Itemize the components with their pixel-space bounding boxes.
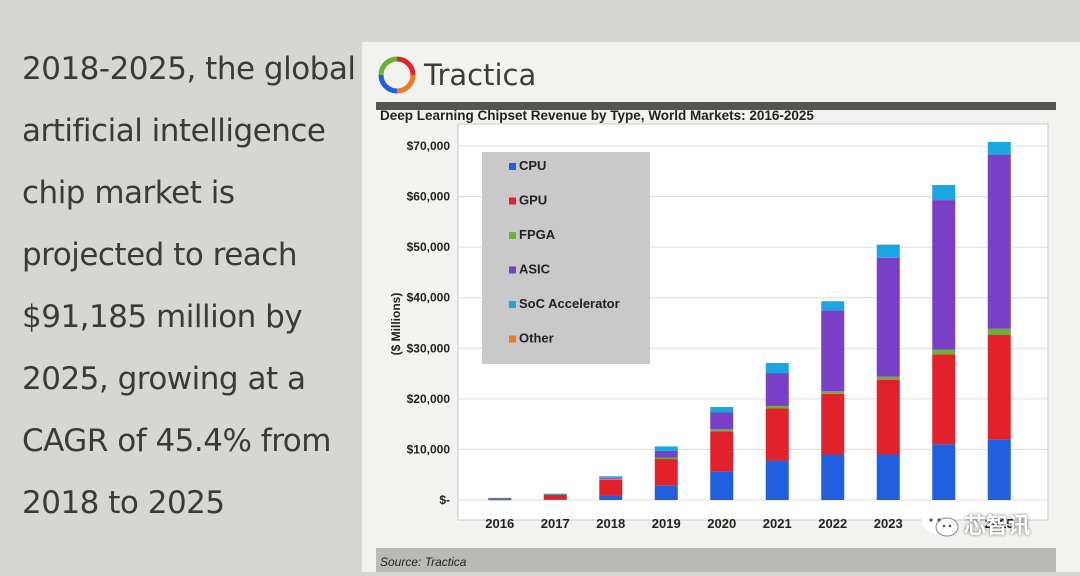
bar-segment-gpu (765, 408, 789, 461)
bar-segment-asic (987, 154, 1011, 329)
slide-text-line: projected to reach (22, 237, 298, 273)
bar-segment-soc-accelerator (599, 476, 623, 478)
bar-segment-cpu (710, 471, 734, 500)
slide-text-line: $91,185 million by (22, 299, 303, 335)
legend-box (482, 152, 650, 364)
bar-segment-fpga (987, 328, 1011, 335)
bar-segment-asic (710, 412, 734, 430)
bar-segment-soc-accelerator (821, 301, 845, 311)
bar-segment-cpu (599, 495, 623, 500)
legend-swatch (509, 266, 516, 274)
bar-segment-cpu (932, 444, 956, 500)
legend-label: GPU (519, 193, 547, 208)
bar-segment-gpu (654, 459, 678, 486)
bar-segment-fpga (932, 349, 956, 355)
x-tick-label: 2022 (818, 516, 847, 531)
bar-segment-fpga (710, 429, 734, 432)
tractica-logo: Tractica (378, 50, 536, 100)
bar-segment-fpga (765, 405, 789, 409)
source-note: Source: Tractica (376, 548, 1056, 572)
bar-segment-soc-accelerator (654, 446, 678, 451)
bar-segment-soc-accelerator (876, 244, 900, 258)
y-tick-label: $20,000 (407, 392, 451, 406)
slide-text-line: 2018-2025, the global (22, 51, 356, 87)
bar-segment-soc-accelerator (932, 184, 956, 201)
x-tick-label: 2021 (763, 516, 792, 531)
y-tick-label: $40,000 (407, 291, 451, 305)
legend-swatch (509, 232, 516, 239)
x-tick-label: 2023 (874, 516, 903, 531)
legend-label: FPGA (519, 227, 556, 242)
logo-text: Tractica (424, 58, 537, 92)
bar-segment-asic (599, 477, 623, 479)
bar-segment-cpu (765, 460, 789, 500)
slide-text-line: CAGR of 45.4% from (22, 423, 331, 459)
y-tick-label: $- (439, 493, 450, 507)
bar-segment-soc-accelerator (543, 493, 567, 495)
x-tick-label: 2020 (707, 516, 736, 531)
bar-segment-cpu (876, 454, 900, 500)
slide-bullet-text: 2018-2025, the global artificial intelli… (22, 38, 356, 534)
legend-swatch (509, 197, 516, 205)
x-tick-label: 2016 (485, 516, 514, 531)
y-axis-label: ($ Millions) (389, 293, 403, 356)
legend-label: ASIC (519, 262, 551, 277)
y-tick-label: $30,000 (407, 341, 451, 355)
bar-segment-gpu (932, 354, 956, 445)
slide-text-line: chip market is (22, 175, 235, 211)
bar-segment-gpu (543, 494, 567, 500)
bar-segment-soc-accelerator (488, 497, 512, 499)
bar-segment-cpu (821, 454, 845, 500)
stacked-bar-chart: $- $10,000 $20,000 $30,000 $40,000 $50,000 $60… (389, 123, 1049, 531)
bar-segment-asic (654, 450, 678, 458)
x-tick-label: 2025 (985, 516, 1014, 531)
legend-label: CPU (519, 158, 546, 173)
chart-slide: Tractica Deep Learning Chipset Revenue b… (362, 42, 1080, 572)
bar-segment-gpu (876, 379, 900, 455)
bar-segment-soc-accelerator (765, 362, 789, 374)
bar-segment-cpu (654, 485, 678, 500)
bar-segment-fpga (599, 478, 623, 480)
bar-segment-soc-accelerator (710, 406, 734, 413)
y-tick-label: $70,000 (407, 139, 451, 153)
chat-bubble-icon (922, 511, 959, 537)
header-rule (376, 102, 1056, 110)
bar-segment-cpu (543, 499, 567, 500)
bar-segment-fpga (876, 376, 900, 380)
y-tick-label: $50,000 (407, 240, 451, 254)
bar-segment-fpga (821, 391, 845, 394)
tractica-logo-icon (378, 56, 416, 94)
bar-segment-gpu (599, 479, 623, 496)
legend-label: SoC Accelerator (519, 296, 620, 311)
legend-swatch (509, 335, 516, 343)
bar-segment-asic (821, 310, 845, 392)
y-tick-label: $60,000 (407, 190, 451, 204)
slide-text-line: 2018 to 2025 (22, 485, 225, 521)
watermark-text: 芯智讯 (964, 514, 1031, 539)
bar-segment-gpu (488, 498, 512, 500)
bar-segment-asic (876, 257, 900, 377)
watermark: 芯智讯 (920, 508, 1030, 540)
bar-segment-asic (932, 200, 956, 350)
slide-text-line: 2025, growing at a (22, 361, 306, 397)
bar-segment-cpu (488, 499, 512, 501)
legend-swatch (509, 301, 516, 308)
y-tick-label: $10,000 (407, 442, 451, 456)
legend-label: Other (519, 331, 554, 346)
bar-segment-soc-accelerator (987, 141, 1011, 155)
legend-swatch (509, 163, 516, 170)
x-tick-label: 2018 (596, 516, 625, 531)
bar-segment-gpu (821, 393, 845, 455)
slide-text-line: artificial intelligence (22, 113, 326, 149)
bar-segment-fpga (654, 457, 678, 460)
bar-segment-gpu (987, 334, 1011, 440)
bar-segment-asic (765, 373, 789, 406)
bar-segment-fpga (543, 494, 567, 495)
chart-title: Deep Learning Chipset Revenue by Type, W… (380, 108, 814, 123)
x-tick-label: 2017 (541, 516, 570, 531)
bar-segment-gpu (710, 431, 734, 472)
x-tick-label: 2019 (652, 516, 681, 531)
bar-segment-cpu (987, 439, 1011, 500)
